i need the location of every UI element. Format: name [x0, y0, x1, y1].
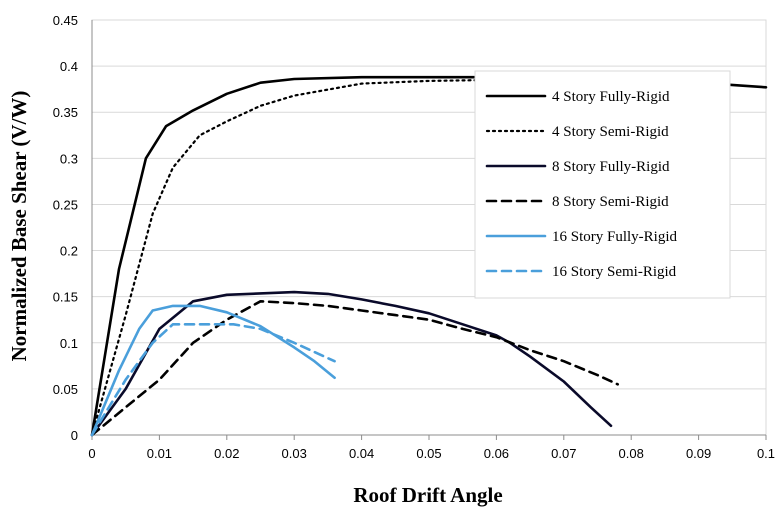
y-tick-label: 0.35: [53, 105, 78, 120]
y-tick-label: 0.05: [53, 382, 78, 397]
x-tick-label: 0.09: [686, 446, 711, 461]
y-tick-label: 0.4: [60, 59, 78, 74]
x-tick-label: 0.05: [416, 446, 441, 461]
x-tick-label: 0.04: [349, 446, 374, 461]
y-tick-label: 0.2: [60, 244, 78, 259]
x-tick-label: 0.07: [551, 446, 576, 461]
series-line-8-story-fully-rigid: [90, 290, 613, 437]
y-tick-label: 0.3: [60, 151, 78, 166]
legend-label: 8 Story Fully-Rigid: [552, 159, 670, 175]
legend-label: 16 Story Fully-Rigid: [552, 229, 678, 245]
x-tick-label: 0: [88, 446, 95, 461]
series-line-8-story-semi-rigid: [90, 300, 619, 437]
y-tick-label: 0.45: [53, 13, 78, 28]
legend-label: 4 Story Semi-Rigid: [552, 124, 669, 140]
y-tick-label: 0.1: [60, 336, 78, 351]
legend-box: [474, 70, 731, 299]
x-tick-label: 0.1: [757, 446, 775, 461]
x-tick-label: 0.02: [214, 446, 239, 461]
x-tick-label: 0.01: [147, 446, 172, 461]
legend-label: 4 Story Fully-Rigid: [552, 89, 670, 105]
x-tick-label: 0.06: [484, 446, 509, 461]
legend-label: 8 Story Semi-Rigid: [552, 194, 669, 210]
x-tick-label: 0.08: [619, 446, 644, 461]
y-tick-label: 0.15: [53, 290, 78, 305]
y-tick-label: 0.25: [53, 197, 78, 212]
y-axis-title: Normalized Base Shear (V/W): [7, 91, 31, 362]
series-line-16-story-semi-rigid: [90, 323, 336, 437]
x-tick-label: 0.03: [282, 446, 307, 461]
x-axis-title: Roof Drift Angle: [353, 483, 502, 507]
legend-label: 16 Story Semi-Rigid: [552, 264, 677, 280]
y-tick-label: 0: [71, 428, 78, 443]
series-line-16-story-fully-rigid: [90, 304, 336, 437]
